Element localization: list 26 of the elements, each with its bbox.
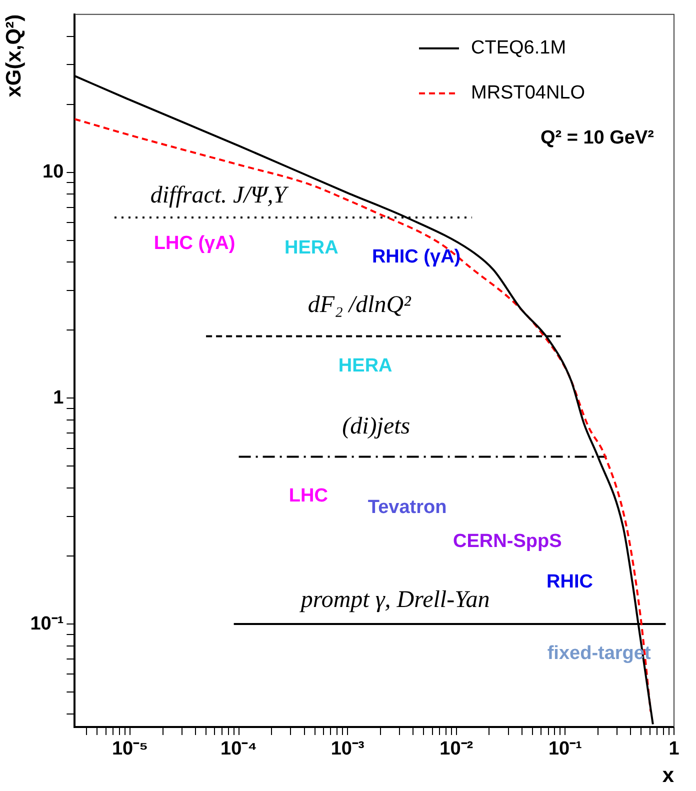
x-tick-label: 10⁻³ (330, 738, 364, 760)
annotation: RHIC (546, 572, 594, 593)
x-tick-label: 10⁻⁵ (112, 738, 148, 760)
x-tick-label: 10⁻⁴ (220, 738, 258, 760)
annotation: (di)jets (342, 413, 410, 440)
legend-label: CTEQ6.1M (471, 38, 566, 59)
y-axis-title: xG(x,Q²) (2, 14, 26, 98)
annotation: CERN-SppS (453, 530, 562, 552)
annotation: HERA (338, 356, 393, 377)
x-tick-label: 1 (668, 738, 680, 760)
annotation: Q² = 10 GeV² (540, 128, 654, 149)
annotation: RHIC (γA) (372, 246, 461, 268)
x-axis-title: x (662, 764, 674, 788)
annotation: HERA (284, 237, 339, 258)
annotation: dF₂ /dlnQ² (308, 292, 412, 318)
y-tick-label: 1 (53, 387, 64, 408)
annotation: prompt γ, Drell-Yan (298, 587, 490, 614)
x-tick-label: 10⁻¹ (548, 738, 582, 760)
annotation: LHC (288, 485, 328, 506)
annotation: LHC (γA) (154, 233, 236, 254)
annotation: Tevatron (368, 496, 447, 518)
annotation: diffract. J/Ψ,Υ (150, 182, 290, 208)
y-tick-label: 10⁻¹ (30, 613, 64, 634)
legend-label: MRST04NLO (471, 82, 586, 104)
y-tick-label: 10 (42, 162, 64, 183)
x-tick-label: 10⁻² (440, 738, 474, 760)
